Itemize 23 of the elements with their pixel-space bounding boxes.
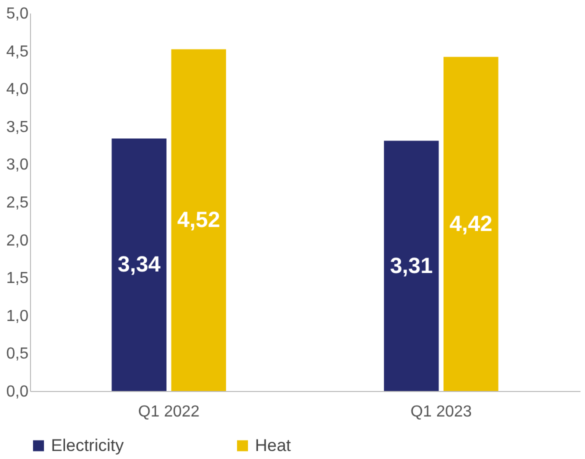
data-label: 3,34 bbox=[118, 252, 162, 277]
y-tick-label: 5,0 bbox=[6, 6, 29, 22]
data-label: 4,52 bbox=[177, 207, 220, 232]
data-label: 3,31 bbox=[390, 252, 433, 278]
y-tick-label: 3,0 bbox=[6, 156, 29, 174]
x-tick-label: Q1 2022 bbox=[138, 404, 200, 420]
y-tick-label: 2,0 bbox=[6, 232, 29, 250]
bar bbox=[384, 140, 439, 391]
y-tick-label: 1,0 bbox=[6, 308, 29, 325]
y-tick-label: 1,5 bbox=[6, 270, 29, 288]
legend-label: Electricity bbox=[51, 436, 124, 455]
bar bbox=[444, 56, 498, 391]
data-label: 4,42 bbox=[450, 210, 492, 236]
x-tick-label: Q1 2023 bbox=[410, 404, 472, 420]
y-tick-label: 0,5 bbox=[6, 346, 29, 363]
y-tick-label: 3,5 bbox=[6, 118, 29, 136]
y-tick-label: 0,0 bbox=[6, 384, 29, 400]
bar bbox=[171, 49, 226, 391]
y-tick-label: 4,5 bbox=[6, 43, 29, 60]
y-tick-label: 2,5 bbox=[6, 194, 29, 212]
bar bbox=[112, 138, 166, 391]
legend-label: Heat bbox=[255, 436, 292, 455]
y-tick-label: 4,0 bbox=[6, 81, 29, 98]
